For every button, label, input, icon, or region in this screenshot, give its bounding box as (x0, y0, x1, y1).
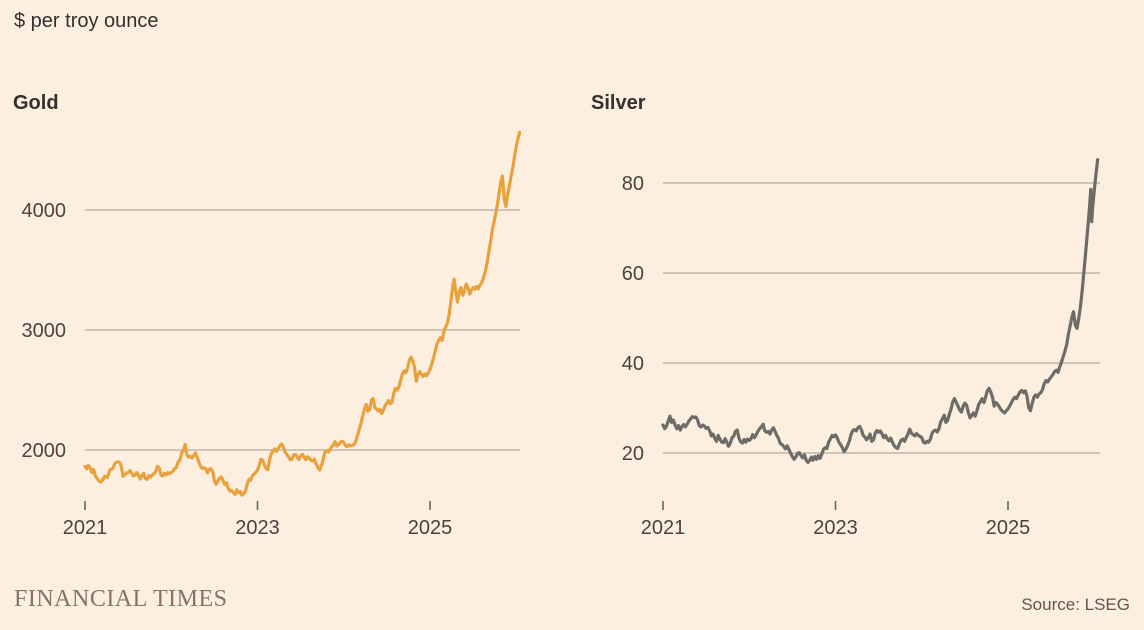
y-axis-label: 40 (622, 353, 644, 375)
y-axis-label: 80 (622, 173, 644, 195)
y-axis-label: 20 (622, 443, 644, 465)
x-axis-label: 2023 (813, 517, 858, 539)
x-axis-label: 2025 (408, 517, 453, 539)
silver-price-line (661, 158, 1100, 464)
page-title: $ per troy ounce (14, 10, 159, 32)
x-axis-label: 2023 (235, 517, 280, 539)
y-axis-label: 60 (622, 263, 644, 285)
silver-chart-title: Silver (591, 92, 646, 114)
gold-chart-svg: 2000 3000 4000 2021 2023 2025 (22, 130, 522, 539)
financial-times-logo: FINANCIAL TIMES (14, 586, 228, 612)
silver-chart: 20 40 60 80 2021 2023 2025 (578, 130, 1144, 545)
gold-price-line (83, 130, 522, 497)
x-axis-label: 2021 (63, 517, 108, 539)
x-axis-label: 2025 (986, 517, 1031, 539)
silver-chart-svg: 20 40 60 80 2021 2023 2025 (622, 158, 1100, 539)
gold-chart-title: Gold (13, 92, 59, 114)
gold-chart: 2000 3000 4000 2021 2023 2025 (0, 130, 556, 545)
y-axis-label: 4000 (22, 200, 67, 222)
x-axis-label: 2021 (641, 517, 686, 539)
y-axis-label: 3000 (22, 320, 67, 342)
y-axis-label: 2000 (22, 440, 67, 462)
source-credit: Source: LSEG (1021, 595, 1130, 614)
